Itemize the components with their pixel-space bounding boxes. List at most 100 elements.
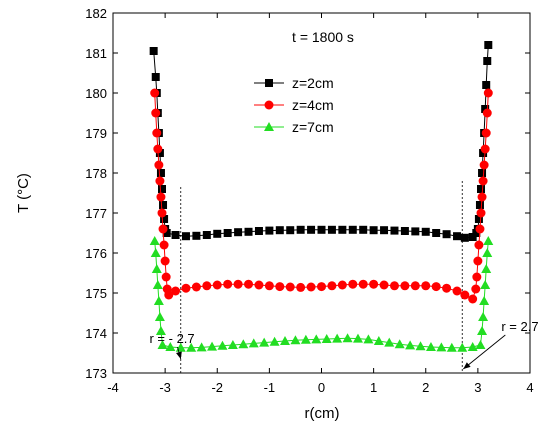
point-s2-11 bbox=[196, 342, 207, 352]
series-2 bbox=[149, 236, 494, 352]
point-s1-9 bbox=[159, 240, 169, 250]
point-s1-6 bbox=[156, 192, 166, 202]
point-s1-46 bbox=[473, 256, 483, 266]
point-s2-15 bbox=[238, 339, 249, 349]
point-s2-31 bbox=[405, 340, 416, 350]
point-s1-15 bbox=[181, 283, 191, 293]
point-s2-23 bbox=[321, 334, 332, 343]
point-s2-13 bbox=[217, 340, 228, 350]
point-s0-36 bbox=[421, 227, 430, 236]
point-s0-40 bbox=[460, 233, 469, 242]
point-s0-46 bbox=[477, 185, 486, 193]
point-s2-17 bbox=[259, 337, 270, 347]
point-s1-21 bbox=[244, 279, 254, 289]
point-s0-19 bbox=[244, 227, 253, 236]
y-tick-label-1: 174 bbox=[85, 326, 107, 341]
point-s2-33 bbox=[425, 342, 436, 351]
point-s2-45 bbox=[483, 236, 494, 245]
point-s0-0 bbox=[149, 47, 158, 55]
legend-marker-z2 bbox=[265, 79, 273, 87]
point-s2-36 bbox=[457, 342, 468, 352]
annotation-arrow-1 bbox=[462, 334, 506, 370]
point-s2-35 bbox=[446, 342, 457, 352]
y-tick-label-0: 173 bbox=[85, 366, 107, 381]
point-s1-5 bbox=[155, 176, 165, 186]
point-s2-29 bbox=[384, 337, 395, 347]
point-s0-33 bbox=[390, 226, 399, 235]
point-s1-44 bbox=[471, 284, 481, 294]
point-s1-4 bbox=[154, 160, 164, 170]
annotation-arrowhead-0 bbox=[176, 351, 182, 359]
point-s1-11 bbox=[161, 272, 171, 282]
point-s2-27 bbox=[363, 334, 374, 344]
point-s0-39 bbox=[453, 232, 462, 241]
point-s2-24 bbox=[332, 333, 343, 343]
series-1 bbox=[150, 88, 493, 304]
point-s0-53 bbox=[484, 41, 493, 49]
point-s0-20 bbox=[254, 227, 263, 235]
point-s2-30 bbox=[394, 339, 405, 349]
point-s1-35 bbox=[389, 281, 399, 291]
point-s0-13 bbox=[181, 232, 190, 241]
point-s0-17 bbox=[223, 229, 232, 237]
x-tick-label-7: 3 bbox=[474, 380, 481, 395]
point-s1-52 bbox=[479, 160, 489, 170]
y-tick-label-7: 180 bbox=[85, 86, 107, 101]
y-tick-label-5: 178 bbox=[85, 166, 107, 181]
point-s1-39 bbox=[431, 282, 441, 292]
point-s0-16 bbox=[213, 229, 222, 238]
point-s0-15 bbox=[202, 231, 211, 239]
point-s2-43 bbox=[481, 264, 492, 273]
point-s1-26 bbox=[296, 282, 306, 292]
point-s1-37 bbox=[410, 281, 420, 291]
point-s1-36 bbox=[400, 281, 410, 291]
point-s1-40 bbox=[442, 283, 452, 293]
point-s1-20 bbox=[233, 279, 243, 289]
point-s0-22 bbox=[275, 226, 284, 235]
point-s0-52 bbox=[483, 57, 492, 65]
point-s1-27 bbox=[306, 282, 316, 292]
x-tick-label-8: 4 bbox=[526, 380, 533, 395]
point-s1-48 bbox=[475, 224, 485, 234]
point-s1-41 bbox=[452, 286, 462, 296]
point-s0-12 bbox=[171, 231, 180, 239]
y-tick-label-4: 177 bbox=[85, 206, 107, 221]
point-s1-23 bbox=[264, 281, 274, 291]
point-s1-49 bbox=[476, 208, 486, 218]
series-layer bbox=[149, 41, 494, 352]
point-s1-32 bbox=[358, 279, 368, 289]
series-line-2 bbox=[154, 240, 489, 349]
legend-label-z2: z=2cm bbox=[292, 75, 334, 91]
series-0 bbox=[149, 41, 493, 242]
point-s2-16 bbox=[248, 338, 259, 348]
point-s2-42 bbox=[480, 280, 491, 289]
point-s2-19 bbox=[280, 336, 291, 345]
point-s1-13 bbox=[164, 290, 174, 300]
point-s1-0 bbox=[150, 88, 160, 98]
point-s2-32 bbox=[415, 341, 426, 351]
point-s1-14 bbox=[171, 286, 181, 296]
y-tick-label-2: 175 bbox=[85, 286, 107, 301]
annotations: r = - 2.7 r = 2.7 bbox=[149, 319, 539, 370]
point-s1-29 bbox=[327, 281, 337, 291]
point-s2-18 bbox=[269, 336, 280, 346]
point-s0-1 bbox=[151, 73, 160, 81]
point-s1-30 bbox=[337, 280, 347, 290]
point-s2-22 bbox=[311, 334, 322, 344]
x-tick-label-0: -4 bbox=[107, 380, 119, 395]
point-s2-20 bbox=[290, 335, 301, 345]
x-tick-label-5: 1 bbox=[370, 380, 377, 395]
point-s2-34 bbox=[436, 342, 447, 352]
point-s0-32 bbox=[380, 226, 389, 235]
y-tick-label-8: 181 bbox=[85, 46, 107, 61]
x-tick-label-2: -2 bbox=[211, 380, 223, 395]
point-s2-7 bbox=[157, 340, 168, 349]
point-s2-40 bbox=[478, 312, 489, 321]
point-s1-51 bbox=[478, 176, 488, 186]
point-s1-24 bbox=[275, 282, 285, 292]
legend-label-z4: z=4cm bbox=[292, 97, 334, 113]
point-s2-39 bbox=[477, 326, 488, 335]
point-s1-16 bbox=[191, 282, 201, 292]
x-tick-label-3: -1 bbox=[264, 380, 276, 395]
point-s0-6 bbox=[156, 169, 165, 177]
